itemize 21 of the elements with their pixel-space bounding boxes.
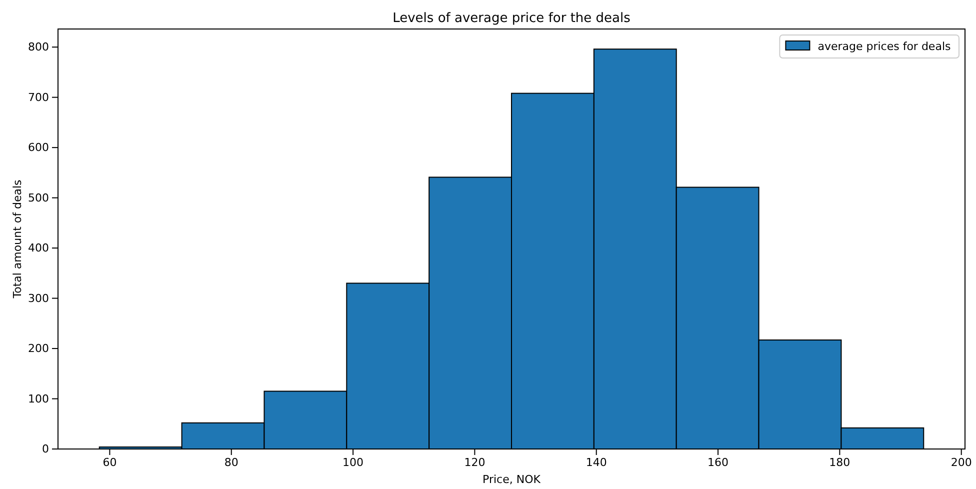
legend-label: average prices for deals (818, 40, 951, 53)
x-tick-label: 180 (829, 456, 850, 469)
y-axis-title: Total amount of deals (11, 179, 24, 300)
y-tick-label: 0 (42, 442, 49, 456)
x-tick-label: 140 (586, 456, 607, 469)
x-tick-label: 100 (342, 456, 364, 469)
y-tick-label: 800 (28, 40, 49, 54)
y-tick-label: 700 (28, 90, 49, 104)
y-tick-label: 500 (28, 191, 49, 204)
y-tick-label: 100 (28, 392, 49, 406)
y-tick-label: 600 (28, 141, 49, 154)
x-tick-label: 160 (708, 456, 729, 469)
x-tick-label: 200 (950, 456, 972, 469)
x-tick-label: 80 (224, 456, 238, 469)
x-axis-title: Price, NOK (482, 473, 542, 486)
y-tick-label: 200 (28, 342, 49, 356)
x-tick-label: 120 (464, 456, 486, 469)
y-tick-label: 400 (28, 242, 49, 255)
x-tick-label: 60 (102, 456, 117, 469)
y-tick-label: 300 (28, 292, 49, 305)
chart-title: Levels of average price for the deals (392, 11, 631, 26)
